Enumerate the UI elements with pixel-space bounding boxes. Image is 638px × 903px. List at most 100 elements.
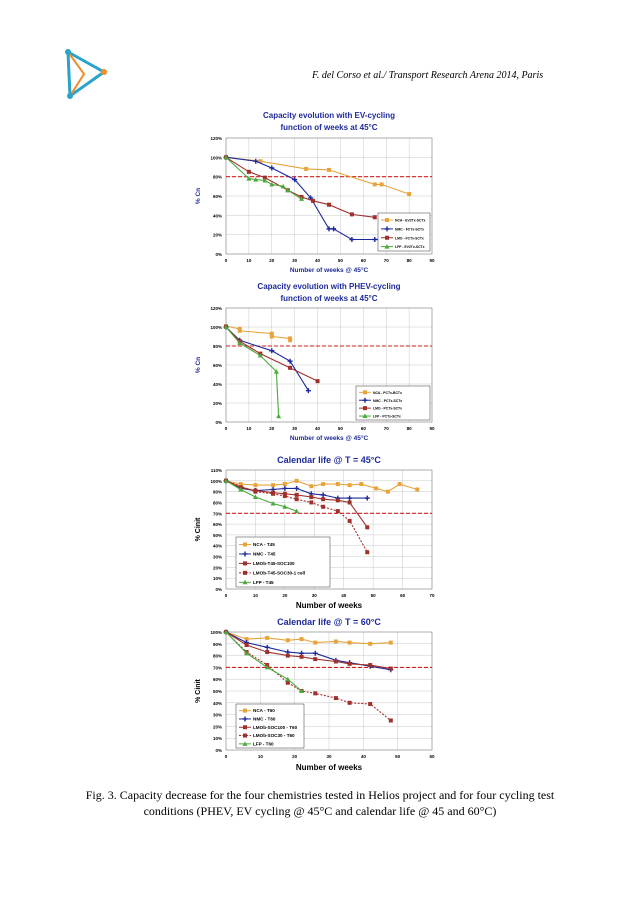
x-tick-label: 0 [225,258,228,263]
series-nmc [223,154,385,242]
data-point-nmc-9 [347,495,353,501]
legend-label: NCA - EV2Tx-SCTx [395,219,426,223]
data-point-nmc-4 [282,485,288,491]
data-point-lfp-3 [285,676,291,682]
legend-box [235,536,331,588]
data-point-lmo-legend [385,235,389,240]
series-line [225,631,392,721]
y-tick-label: 60% [213,522,222,527]
data-point-nca-4 [299,637,304,642]
data-point-lfp-5 [294,508,300,514]
data-point-lmo-4 [282,491,287,496]
y-tick-label: 60% [213,677,222,682]
y-tick-label: 60% [213,194,222,199]
data-point-nmc-5 [294,485,300,491]
y-tick-label: 20% [213,565,222,570]
data-point-lmo-4 [294,497,299,502]
chart-title-line-1: Capacity evolution with EV-cycling [263,111,395,120]
data-point-lfp-1 [244,650,250,656]
y-tick-label: 20% [213,233,222,238]
plot-frame [225,307,433,423]
data-point-nca-9 [388,640,393,645]
data-point-lmo-6 [333,696,338,701]
data-point-nca-1 [244,637,249,642]
x-tick-label: 0 [225,426,228,431]
legend-label: LMOb-T45-SOC100 [253,561,295,566]
data-point-lmo-8 [368,701,373,706]
y-tick-label: 0% [215,252,222,257]
data-point-lmo-5 [294,492,299,497]
x-tick-label: 40 [361,754,367,759]
data-point-lfp-legend [242,741,248,746]
y-axis-label: % Cinit [195,678,202,702]
data-point-lmo-legend [243,733,247,738]
legend-label: NCA - T45 [253,542,275,547]
x-tick-label: 40 [341,593,347,598]
x-axis-label: Number of weeks [296,763,363,772]
y-tick-label: 50% [213,533,222,538]
x-axis-label: Number of weeks @ 45°C [290,266,369,274]
data-point-lmo-2 [265,650,270,655]
x-tick-label: 80 [407,258,413,263]
chart-title-line-2: function of weeks at 45°C [281,294,378,303]
chart-calendar-60: Calendar life @ T = 60°C 0% 10% 20% 30% 40% 50… [195,617,435,772]
data-point-nca-8 [335,482,340,487]
data-point-lfp-3 [262,178,268,183]
legend-box [235,703,305,749]
x-tick-label: 30 [292,258,298,263]
data-point-lfp-0 [223,154,229,160]
data-point-nmc-4 [305,388,311,394]
data-point-lmo-7 [347,661,352,666]
legend-label: NCA - T60 [253,708,275,713]
legend-label: LFP - T60 [253,741,274,746]
data-point-nca-3 [271,483,276,488]
x-tick-label: 30 [326,754,332,759]
data-point-nmc-7 [349,237,355,242]
data-point-nmc-legend [242,551,248,557]
data-point-lmo-7 [347,700,352,705]
data-point-lfp-2 [264,664,270,670]
series-nmc [223,629,394,673]
chart-title: Calendar life @ T = 60°C [277,617,381,627]
data-point-nmc-10 [364,495,370,501]
data-point-nca-14 [415,487,420,492]
data-point-nca-10 [359,482,364,487]
legend-label: NMC - T60 [253,717,276,722]
y-tick-label: 10% [213,736,222,741]
data-point-lmo-5 [310,198,315,203]
y-tick-label: 30% [213,713,222,718]
y-tick-label: 20% [213,724,222,729]
legend-label: LMO - PCTx-SCTx [373,407,402,411]
legend: NCA - PCTx-BCTx NMC - PCTx-SCTx LMO - PCTx… [355,385,431,421]
y-tick-label: 100% [210,325,222,330]
x-tick-label: 60 [361,258,367,263]
data-point-lmo-2 [271,491,276,496]
y-tick-label: 0% [215,587,222,592]
data-point-lmo-6 [333,659,338,664]
series-line [225,631,391,645]
data-point-nca-5 [379,182,384,187]
data-point-lmo-4 [315,379,320,384]
series-lmo [224,630,393,671]
data-point-lmo-10 [365,525,370,530]
data-point-lmo-7 [335,509,340,514]
data-point-nca-6 [309,484,314,489]
x-tick-label: 0 [225,754,228,759]
legend: NCA - T60 NMC - T60 LMOb-SOC100 - T60 LMOb-… [235,703,305,749]
data-point-lmo-8 [368,663,373,668]
legend: NCA - EV2Tx-SCTx NMC - FCTx-SCTx LMO - FCT… [377,212,431,252]
y-tick-label: 40% [213,701,222,706]
y-tick-label: 110% [211,468,222,473]
data-point-nca-2 [253,483,258,488]
x-tick-label: 20 [292,754,298,759]
x-tick-label: 20 [282,593,288,598]
legend-label: NCA - PCTx-BCTx [373,391,402,395]
x-tick-label: 90 [429,258,435,263]
y-tick-label: 40% [213,213,222,218]
x-axis-label: Number of weeks [296,601,363,610]
legend-label: NMC - PCTx-SCTx [373,399,402,403]
x-tick-label: 10 [253,593,259,598]
x-tick-label: 50 [338,258,344,263]
running-header: F. del Corso et al./ Transport Research … [312,70,544,81]
data-point-nca-7 [347,640,352,645]
